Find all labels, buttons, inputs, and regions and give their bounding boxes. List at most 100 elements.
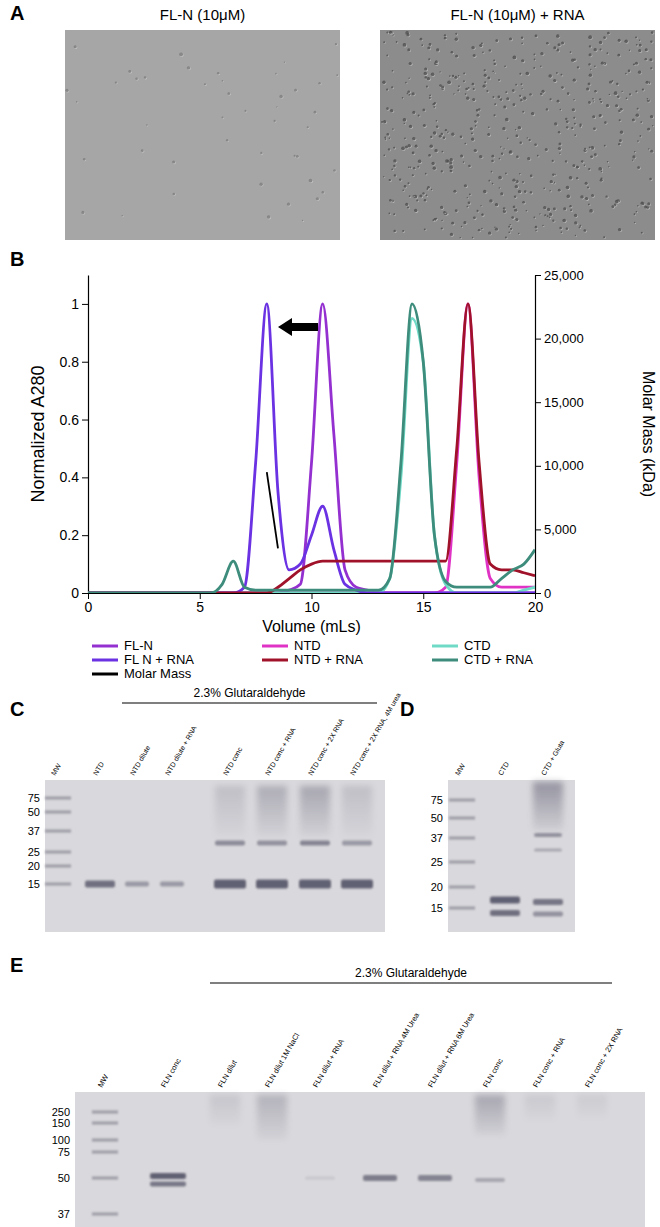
speckle xyxy=(412,137,416,141)
speckle xyxy=(530,192,532,194)
speckle xyxy=(550,99,552,101)
speckle xyxy=(516,84,518,86)
x-axis: 05101520 xyxy=(85,593,544,615)
speckle xyxy=(508,231,510,233)
speckle xyxy=(464,184,467,187)
speckle xyxy=(481,228,483,230)
speckle xyxy=(402,97,404,99)
speckle xyxy=(413,195,417,199)
speckle xyxy=(520,99,522,101)
speckle xyxy=(444,34,446,36)
speckle xyxy=(319,83,322,86)
speckle xyxy=(470,127,473,130)
speckle xyxy=(409,125,412,128)
speckle xyxy=(522,60,525,63)
speckle xyxy=(473,216,476,219)
speckle xyxy=(633,160,635,162)
speckle xyxy=(393,129,395,131)
speckle xyxy=(591,147,595,151)
speckle xyxy=(567,127,570,130)
speckle xyxy=(427,186,430,189)
speckle xyxy=(383,176,385,178)
speckle xyxy=(455,38,458,41)
speckle xyxy=(492,183,494,185)
speckle xyxy=(77,102,79,104)
speckle xyxy=(607,53,609,55)
speckle xyxy=(336,74,338,76)
speckle xyxy=(561,86,564,89)
speckle xyxy=(464,185,467,188)
speckle xyxy=(492,70,494,72)
speckle xyxy=(466,88,469,91)
speckle xyxy=(415,209,419,213)
speckle xyxy=(581,160,584,163)
speckle xyxy=(536,230,538,232)
ladder-band xyxy=(449,907,475,910)
speckle xyxy=(495,39,498,42)
speckle xyxy=(406,33,409,36)
speckle xyxy=(432,189,433,190)
x-tick-label: 0 xyxy=(85,599,93,615)
speckle xyxy=(333,169,336,172)
speckle xyxy=(448,81,452,85)
speckle xyxy=(577,66,579,68)
gel-band xyxy=(534,849,562,852)
speckle xyxy=(546,42,549,45)
speckle xyxy=(205,84,207,86)
speckle xyxy=(609,167,610,168)
speckle xyxy=(557,35,561,39)
speckle xyxy=(636,113,640,117)
speckle xyxy=(417,200,419,202)
speckle xyxy=(521,37,523,39)
speckle xyxy=(498,176,502,180)
y-tick-mark xyxy=(82,593,88,594)
speckle xyxy=(579,227,581,229)
speckle xyxy=(614,91,618,95)
speckle xyxy=(580,225,582,227)
speckle xyxy=(477,114,480,117)
speckle xyxy=(542,225,543,226)
speckle xyxy=(433,103,436,106)
speckle xyxy=(558,43,561,46)
speckle xyxy=(629,50,631,52)
speckle xyxy=(513,104,516,107)
speckle xyxy=(587,88,590,91)
speckle xyxy=(505,173,507,175)
legend-item: FL-N xyxy=(92,638,153,653)
lane-label: NTD xyxy=(92,761,105,777)
speckle xyxy=(385,138,387,140)
speckle xyxy=(531,175,534,178)
lane-label: MW xyxy=(454,762,466,777)
speckle xyxy=(478,108,480,110)
y-tick: 0.2 xyxy=(60,527,88,543)
speckle xyxy=(619,120,621,122)
speckle xyxy=(607,32,610,35)
speckle xyxy=(617,95,620,98)
speckle xyxy=(450,162,453,165)
speckle xyxy=(394,230,396,232)
speckle xyxy=(217,72,220,75)
speckle xyxy=(472,83,475,86)
speckle xyxy=(618,110,621,113)
series-line xyxy=(88,304,535,593)
speckle xyxy=(588,83,591,86)
speckle xyxy=(504,106,507,109)
ladder-label: 75 xyxy=(431,794,443,806)
speckle xyxy=(480,45,483,48)
speckle xyxy=(388,149,390,151)
speckle xyxy=(615,204,618,207)
series-line xyxy=(88,318,535,593)
speckle xyxy=(633,119,636,122)
speckle xyxy=(424,200,427,203)
speckle xyxy=(461,226,463,228)
speckle xyxy=(614,92,618,96)
speckle xyxy=(294,155,296,157)
speckle xyxy=(469,165,472,168)
speckle xyxy=(636,114,640,118)
speckle xyxy=(606,196,608,198)
speckle xyxy=(529,93,532,96)
speckle xyxy=(430,145,434,149)
speckle xyxy=(494,103,496,105)
speckle xyxy=(314,111,317,114)
header: 2.3% Glutaraldehyde xyxy=(355,966,467,980)
